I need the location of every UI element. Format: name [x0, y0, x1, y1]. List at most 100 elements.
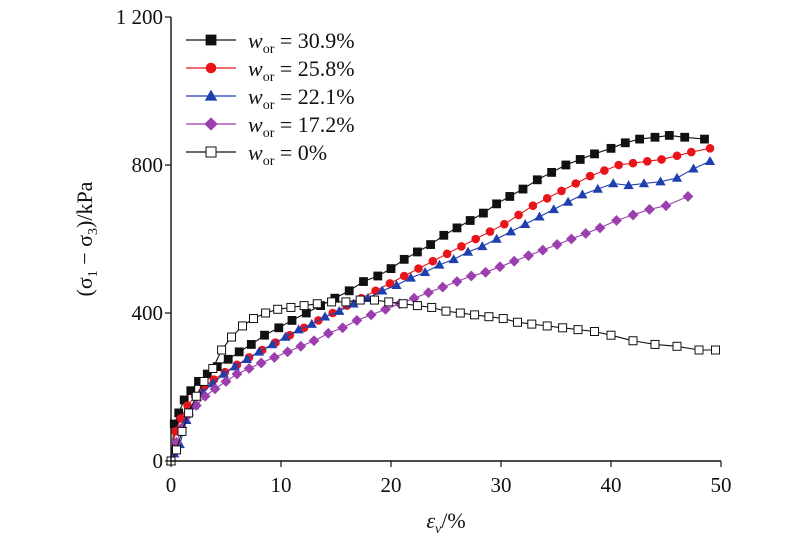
data-point	[186, 386, 196, 396]
data-point	[246, 340, 256, 349]
data-point	[611, 215, 622, 226]
data-point	[561, 160, 571, 170]
data-point	[655, 176, 666, 186]
series-2	[166, 144, 715, 466]
data-point	[223, 354, 233, 364]
data-point	[399, 271, 409, 281]
data-point	[308, 335, 320, 347]
legend-label: wor = 25.8%	[248, 56, 355, 85]
series-layer	[165, 130, 720, 467]
data-point	[380, 303, 391, 315]
data-point	[580, 228, 592, 239]
data-point	[351, 314, 363, 326]
data-point	[442, 249, 452, 259]
data-point	[557, 186, 566, 196]
data-point	[465, 270, 477, 282]
data-point	[585, 171, 595, 181]
data-point	[614, 160, 624, 170]
data-point	[477, 241, 488, 251]
data-point	[505, 192, 515, 201]
data-point	[337, 322, 349, 334]
data-point	[562, 196, 574, 206]
x-axis-label: εv/%	[426, 508, 465, 537]
data-point	[628, 336, 638, 346]
data-point	[312, 299, 322, 309]
x-tick-label: 40	[601, 473, 622, 497]
data-point	[227, 332, 236, 342]
data-point	[606, 143, 616, 153]
data-point	[267, 339, 278, 349]
data-point	[282, 346, 294, 358]
data-point	[451, 276, 463, 287]
data-point	[575, 155, 585, 164]
data-point	[465, 216, 475, 225]
data-point	[437, 281, 449, 293]
legend-entry: wor = 25.8%	[186, 56, 355, 85]
data-point	[688, 163, 699, 173]
data-point	[498, 314, 508, 324]
series-line	[170, 299, 716, 462]
data-point	[485, 227, 495, 236]
data-point	[492, 199, 502, 209]
data-point	[571, 179, 581, 188]
legend-entry: wor = 17.2%	[186, 112, 355, 141]
data-point	[664, 130, 674, 140]
data-point	[419, 267, 431, 277]
data-point	[255, 357, 267, 369]
data-point	[534, 211, 545, 221]
ticks-layer: 0 10 20 30 40 50 0 400 800 1 200	[116, 5, 732, 497]
legend-entry: wor = 30.9%	[186, 28, 355, 57]
data-point	[650, 339, 660, 349]
data-point	[319, 311, 331, 321]
data-point	[628, 158, 638, 168]
data-point	[700, 134, 709, 144]
data-point	[623, 180, 634, 190]
data-point	[660, 200, 672, 212]
data-point	[508, 255, 520, 267]
data-point	[542, 194, 552, 203]
data-point	[268, 351, 280, 363]
data-point	[514, 210, 523, 220]
data-point	[412, 301, 422, 311]
data-point	[241, 354, 253, 364]
legend: wor = 30.9%wor = 25.8%wor = 22.1%wor = 1…	[186, 28, 355, 169]
data-point	[341, 297, 351, 307]
legend-label: wor = 17.2%	[248, 112, 355, 141]
data-point	[682, 191, 694, 202]
data-point	[191, 391, 201, 401]
data-point	[293, 324, 304, 334]
series-line	[170, 147, 711, 462]
data-point	[365, 309, 377, 321]
data-point	[426, 240, 436, 249]
data-point	[528, 201, 538, 210]
x-tick-label: 20	[381, 473, 402, 497]
x-tick-label: 10	[271, 473, 292, 497]
data-point	[671, 172, 683, 182]
data-point	[642, 157, 652, 166]
data-point	[377, 285, 388, 295]
data-point	[253, 346, 265, 356]
data-point	[686, 147, 696, 157]
data-point	[471, 234, 481, 244]
data-point	[231, 368, 243, 380]
data-point	[238, 321, 247, 331]
data-point	[547, 167, 556, 177]
data-point	[457, 242, 466, 251]
data-point	[249, 314, 258, 324]
data-point	[518, 184, 528, 194]
data-point	[694, 345, 704, 355]
data-point	[422, 287, 434, 299]
data-point	[565, 233, 577, 245]
y-axis-label: (σ1 − σ3)/kPa	[72, 181, 101, 296]
data-point	[462, 246, 474, 256]
legend-label: wor = 22.1%	[248, 84, 355, 113]
data-point	[594, 222, 606, 234]
data-point	[680, 132, 690, 142]
data-point	[287, 315, 297, 325]
y-tick-label: 0	[153, 449, 164, 473]
data-point	[494, 261, 506, 273]
data-point	[644, 203, 655, 215]
data-point	[620, 138, 630, 148]
data-point	[657, 155, 666, 164]
